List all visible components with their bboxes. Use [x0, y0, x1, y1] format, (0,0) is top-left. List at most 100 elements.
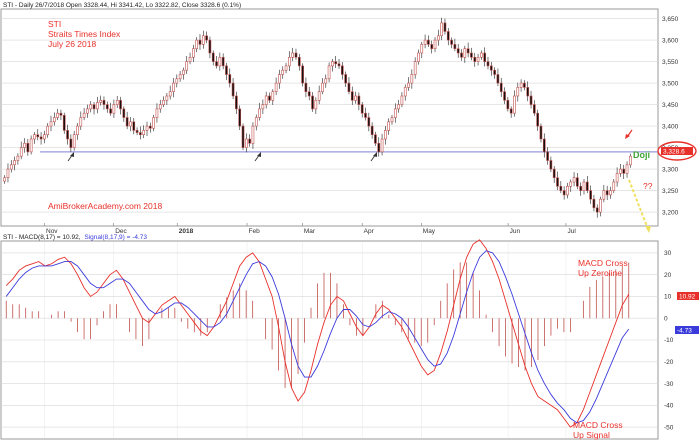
price-header: STI - Daily 26/7/2018 Open 3328.44, Hi 3… [3, 2, 241, 9]
price-tick-label: 3,550 [662, 59, 679, 66]
candle-body [304, 82, 308, 92]
macd-tag: 10.92 [677, 292, 699, 301]
candle-body [175, 78, 179, 84]
price-tick-label: 3,400 [662, 123, 679, 130]
candle-body [370, 125, 374, 135]
candle-body [460, 52, 463, 58]
candle-body [3, 177, 6, 182]
candle-body [393, 108, 397, 118]
candle-body [274, 82, 278, 92]
candle-body [26, 143, 30, 153]
price-tag: 3,328.6 [661, 147, 693, 156]
price-tag-bg [661, 147, 693, 155]
candle-body [549, 160, 553, 170]
candle-body [377, 143, 381, 153]
candle-body [499, 82, 503, 92]
candle-body [288, 56, 291, 67]
candle-body [125, 117, 129, 127]
candle-body [301, 65, 304, 84]
candle-body [483, 52, 487, 62]
candle-body [228, 74, 232, 84]
month-label: Feb [249, 228, 261, 235]
macd-tag-bg [677, 292, 699, 300]
candle-body [135, 130, 139, 133]
price-grid [1, 18, 658, 213]
candle-body [162, 100, 165, 105]
candle-body [585, 181, 589, 191]
candle-body [364, 112, 367, 118]
watermark-text: AmiBrokerAcademy.com 2018 [48, 201, 162, 211]
candle-body [291, 52, 294, 58]
candle-body [311, 95, 314, 110]
macd-zero-note-2: Up Zeroline [578, 268, 622, 278]
macd-line [5, 239, 630, 428]
price-tick-label: 3,500 [662, 80, 679, 87]
candle-body [437, 35, 440, 41]
candle-body [59, 112, 63, 116]
candle-body [341, 65, 344, 75]
signal-tag: -4.73 [675, 326, 699, 335]
candle-body [39, 136, 43, 140]
candle-body [572, 177, 576, 183]
candles-group [3, 17, 632, 218]
candle-body [576, 177, 579, 187]
month-label: 2018 [179, 228, 194, 235]
candle-body [476, 56, 480, 62]
candle-body [410, 74, 414, 84]
macd-tick-label: -50 [664, 424, 674, 431]
candle-body [413, 61, 417, 75]
candle-body [526, 87, 530, 97]
candle-body [99, 100, 102, 103]
candle-body [258, 108, 261, 118]
candle-body [357, 95, 361, 105]
candle-body [367, 117, 371, 127]
candle-body [592, 198, 596, 209]
candle-body [218, 56, 222, 67]
candle-body [380, 138, 384, 153]
candle-body [139, 132, 142, 136]
candle-body [403, 87, 407, 97]
candle-body [609, 190, 612, 196]
price-tick-label: 3,200 [662, 209, 679, 216]
candle-body [6, 168, 10, 179]
candle-body [16, 155, 20, 161]
candle-body [446, 31, 450, 41]
month-label: May [423, 228, 436, 235]
month-label: Dec [115, 228, 127, 235]
candle-body [314, 100, 318, 110]
candle-body [324, 78, 328, 84]
candle-body [215, 61, 218, 67]
candle-body [119, 100, 122, 110]
candle-body [52, 117, 56, 123]
candle-body [509, 108, 513, 114]
candle-body [112, 104, 116, 114]
candle-body [579, 186, 583, 191]
candle-body [440, 22, 443, 37]
macd-tick-label: -10 [664, 337, 674, 344]
candle-body [443, 22, 447, 32]
candle-body [62, 115, 66, 131]
candle-body [327, 65, 331, 80]
candle-body [129, 121, 132, 127]
candle-body [463, 48, 467, 58]
candle-body [506, 100, 510, 110]
candle-body [529, 95, 533, 105]
candle-body [629, 155, 632, 166]
price-panel-frame [0, 8, 659, 227]
candle-body [619, 168, 622, 174]
candle-body [599, 198, 602, 213]
support-arrow-2-icon [254, 152, 261, 162]
macd-tick-label: 20 [664, 272, 672, 279]
candle-body [400, 95, 404, 105]
macd-axis: 30 20 10 0 -10 -20 -30 -40 -50 [664, 250, 674, 431]
month-label: Nov [46, 228, 58, 235]
price-axis: 3,2003,2503,3003,3503,4003,4503,5003,550… [662, 16, 679, 217]
candle-body [198, 39, 202, 45]
candle-body [334, 61, 338, 65]
candle-body [23, 143, 26, 148]
candle-body [261, 104, 265, 110]
candle-body [390, 117, 394, 123]
macd-tick-label: -20 [664, 359, 674, 366]
candle-body [225, 65, 228, 75]
